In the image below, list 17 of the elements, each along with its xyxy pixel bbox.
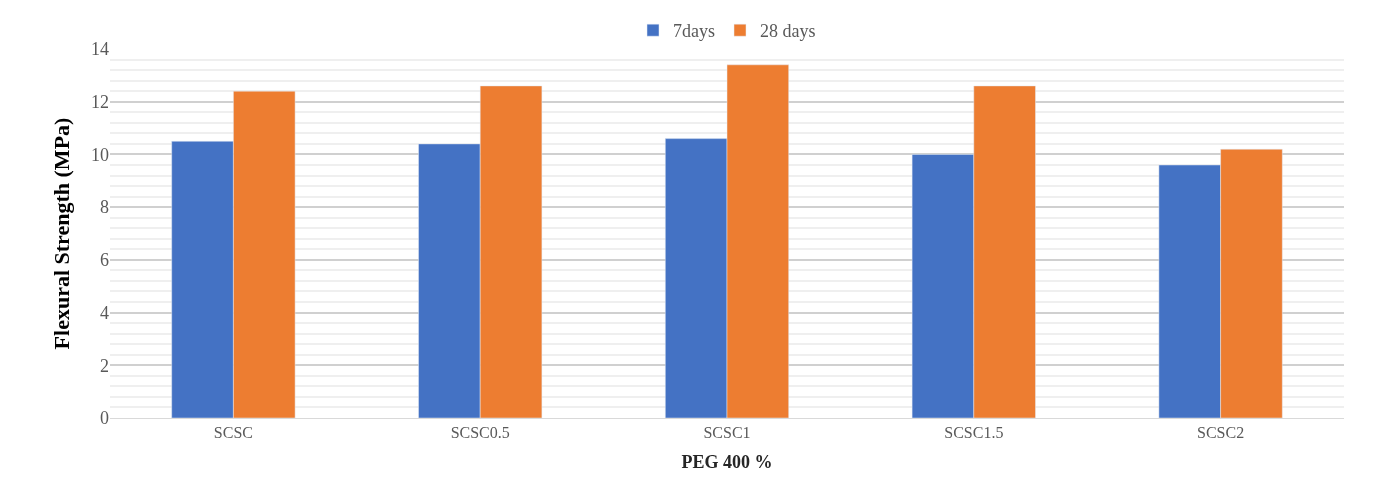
y-tick-label: 8 [100, 197, 109, 218]
y-tick-label: 4 [100, 302, 109, 323]
x-tick-label: SCSC2 [1197, 424, 1245, 442]
y-tick-label: 6 [100, 250, 109, 271]
x-tick-label: SCSC [213, 424, 253, 442]
x-tick-label: SCSC1 [703, 424, 751, 442]
x-tick-label: SCSC0.5 [450, 424, 510, 442]
y-tick-label: 10 [91, 144, 109, 165]
y-axis-title: Flexural Strength (MPa) [48, 117, 74, 350]
legend-label: 28 days [760, 21, 816, 42]
y-tick-label: 2 [100, 355, 109, 376]
x-tick-label: SCSC1.5 [944, 424, 1004, 442]
y-tick-label: 14 [91, 39, 109, 60]
y-tick-label: 0 [100, 408, 109, 429]
legend-label: 7days [673, 21, 715, 42]
x-axis-title: PEG 400 % [681, 452, 773, 473]
y-tick-label: 12 [91, 92, 109, 113]
